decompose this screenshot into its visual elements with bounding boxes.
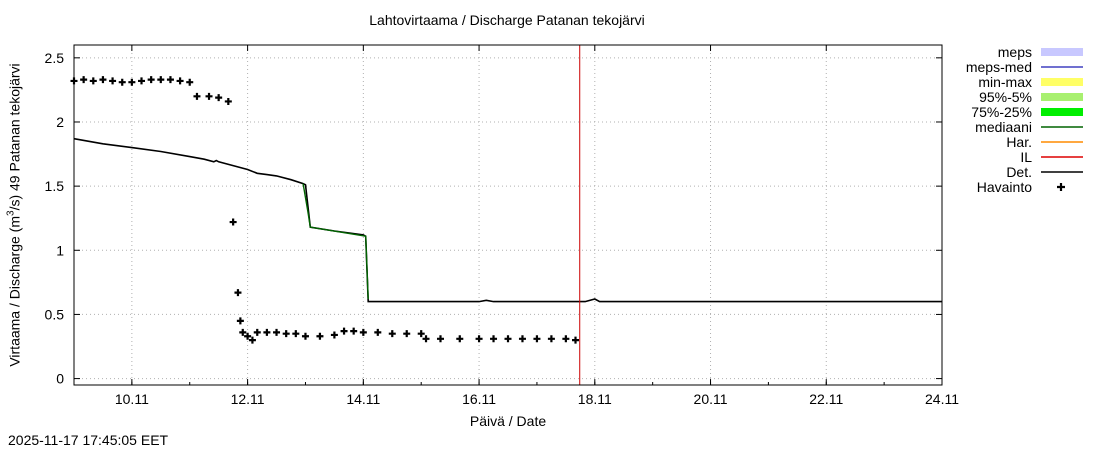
havainto-point	[422, 335, 430, 343]
havainto-point	[359, 328, 367, 336]
havainto-point	[205, 92, 213, 100]
havainto-point	[193, 92, 201, 100]
havainto-point	[186, 78, 194, 86]
y-tick-label: 0.5	[45, 306, 65, 322]
havainto-point	[248, 336, 256, 344]
legend-swatch-meps	[1041, 48, 1083, 56]
havainto-point	[157, 76, 165, 84]
havainto-point	[572, 336, 580, 344]
havainto-point	[229, 218, 237, 226]
x-tick-label: 16.11	[462, 391, 496, 407]
legend-label: IL	[1020, 149, 1032, 165]
havainto-point	[417, 330, 425, 338]
havainto-point	[147, 76, 155, 84]
havainto-point	[456, 335, 464, 343]
x-tick-label: 18.11	[578, 391, 612, 407]
havainto-point	[138, 77, 146, 85]
havainto-point	[562, 335, 570, 343]
x-tick-label: 24.11	[925, 391, 959, 407]
x-tick-label: 22.11	[809, 391, 843, 407]
y-tick-label: 2	[56, 114, 64, 130]
x-axis-label: Päivä / Date	[469, 413, 547, 429]
havainto-point	[166, 76, 174, 84]
timestamp: 2025-11-17 17:45:05 EET	[8, 432, 169, 448]
havainto-point	[118, 78, 126, 86]
legend-swatch-7525	[1041, 108, 1083, 116]
havainto-point	[388, 330, 396, 338]
legend-swatch-minmax	[1041, 78, 1083, 86]
havainto-point	[128, 78, 136, 86]
legend-swatch-havainto	[1057, 183, 1065, 191]
legend-swatch-955	[1041, 93, 1083, 101]
havainto-point	[436, 335, 444, 343]
havainto-point	[475, 335, 483, 343]
havainto-point	[301, 332, 309, 340]
havainto-point	[292, 330, 300, 338]
legend-label: Det.	[1006, 164, 1032, 180]
legend-label: Har.	[1006, 134, 1032, 150]
havainto-point	[316, 332, 324, 340]
havainto-point	[340, 327, 348, 335]
series-mediaani	[302, 183, 369, 300]
havainto-point	[273, 328, 281, 336]
havainto-point	[282, 330, 290, 338]
havainto-point	[239, 328, 247, 336]
havainto-point	[224, 97, 232, 105]
havainto-point	[244, 332, 252, 340]
havainto-point	[89, 77, 97, 85]
y-tick-label: 2.5	[45, 50, 65, 66]
x-tick-label: 10.11	[115, 391, 149, 407]
havainto-point	[99, 76, 107, 84]
legend-label: 75%-25%	[971, 104, 1032, 120]
legend-label: Havainto	[977, 179, 1032, 195]
havainto-point	[518, 335, 526, 343]
legend-label: 95%-5%	[979, 89, 1032, 105]
legend-label: min-max	[978, 74, 1032, 90]
chart-title: Lahtovirtaama / Discharge Patanan tekojä…	[369, 12, 645, 28]
havainto-point	[547, 335, 555, 343]
y-tick-label: 1	[56, 242, 64, 258]
legend-label: mediaani	[975, 119, 1032, 135]
havainto-point	[176, 77, 184, 85]
legend-label: meps-med	[966, 59, 1032, 75]
havainto-point	[253, 328, 261, 336]
havainto-point	[533, 335, 541, 343]
x-tick-label: 12.11	[231, 391, 265, 407]
x-tick-label: 14.11	[346, 391, 380, 407]
havainto-point	[215, 94, 223, 102]
havainto-point	[234, 289, 242, 297]
havainto-point	[403, 330, 411, 338]
y-tick-label: 0	[56, 371, 64, 387]
havainto-point	[263, 328, 271, 336]
havainto-point	[350, 327, 358, 335]
y-tick-label: 1.5	[45, 178, 65, 194]
havainto-point	[109, 77, 117, 85]
havainto-point	[80, 76, 88, 84]
havainto-point	[330, 331, 338, 339]
havainto-point	[236, 317, 244, 325]
havainto-point	[374, 328, 382, 336]
havainto-point	[490, 335, 498, 343]
x-tick-label: 20.11	[694, 391, 728, 407]
havainto-point	[504, 335, 512, 343]
plot-frame	[73, 44, 943, 386]
legend-label: meps	[998, 44, 1032, 60]
series-det	[73, 137, 942, 303]
